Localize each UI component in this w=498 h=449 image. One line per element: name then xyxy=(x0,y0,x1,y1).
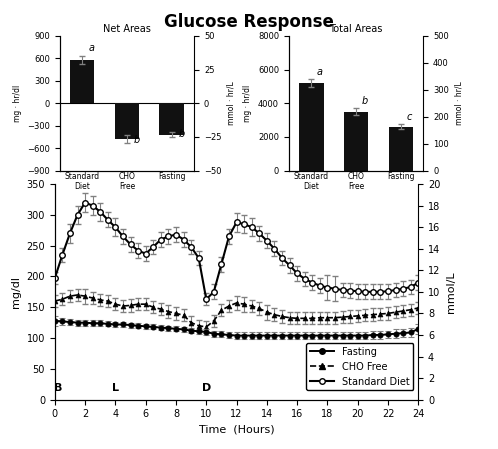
Bar xyxy=(388,127,413,171)
Bar xyxy=(344,112,369,171)
Y-axis label: mmol · hr/L: mmol · hr/L xyxy=(455,81,464,125)
Legend: Fasting, CHO Free, Standard Diet: Fasting, CHO Free, Standard Diet xyxy=(306,343,413,391)
Y-axis label: mg · hr/dl: mg · hr/dl xyxy=(12,85,21,122)
Text: L: L xyxy=(112,383,119,393)
Title: Net Areas: Net Areas xyxy=(103,24,151,34)
Text: a: a xyxy=(317,67,323,77)
Y-axis label: mmol · hr/L: mmol · hr/L xyxy=(227,81,236,125)
Text: c: c xyxy=(406,112,412,122)
Bar xyxy=(70,60,95,103)
Text: a: a xyxy=(89,43,95,53)
Bar xyxy=(299,83,324,171)
Text: D: D xyxy=(202,383,211,393)
Text: b: b xyxy=(178,129,185,139)
X-axis label: Time  (Hours): Time (Hours) xyxy=(199,425,274,435)
Title: Total Areas: Total Areas xyxy=(329,24,383,34)
Y-axis label: mg/dl: mg/dl xyxy=(11,276,21,308)
Y-axis label: mg · hr/dl: mg · hr/dl xyxy=(244,85,252,122)
Bar xyxy=(115,103,139,139)
Bar xyxy=(159,103,184,135)
Text: B: B xyxy=(54,383,62,393)
Text: b: b xyxy=(133,135,140,145)
Y-axis label: mmol/L: mmol/L xyxy=(446,271,456,313)
Text: Glucose Response: Glucose Response xyxy=(164,13,334,31)
Text: b: b xyxy=(362,96,368,106)
